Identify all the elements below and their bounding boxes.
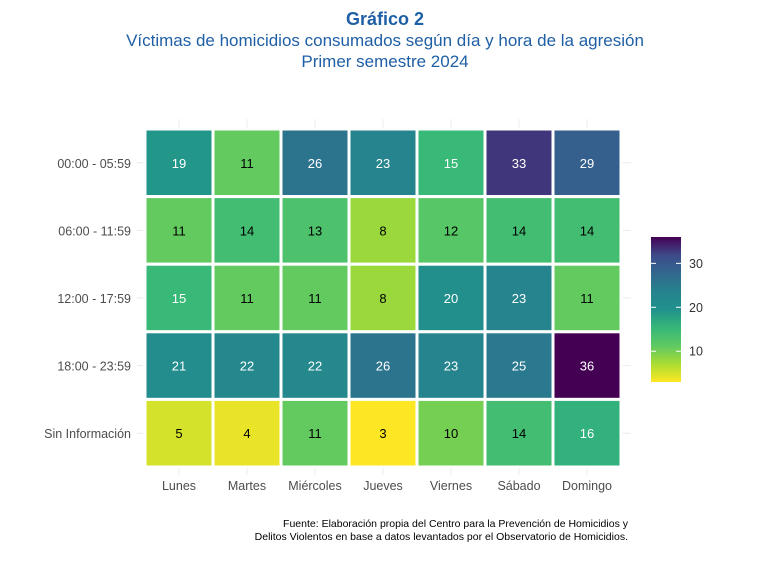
legend-colorbar: [651, 237, 681, 382]
x-tick-label: Domingo: [562, 479, 612, 493]
legend-tick-label: 20: [689, 301, 703, 315]
source-line-1: Fuente: Elaboración propia del Centro pa…: [283, 518, 628, 530]
chart-title: Gráfico 2: [345, 9, 425, 29]
source-note: Fuente: Elaboración propia del Centro pa…: [255, 518, 628, 544]
y-tick-label: 06:00 - 11:59: [58, 224, 131, 238]
heatmap-cell: [211, 195, 283, 266]
heatmap-cell: [551, 330, 623, 401]
cell-value-label: 26: [308, 156, 322, 171]
heatmap-cell: [415, 262, 487, 334]
x-tick-label: Martes: [228, 479, 266, 493]
chart-period: Primer semestre 2024: [301, 52, 469, 71]
cell-value-label: 10: [444, 426, 458, 441]
y-tick-label: 00:00 - 05:59: [57, 157, 131, 171]
cell-value-label: 16: [580, 426, 594, 441]
heatmap-cell: [551, 127, 623, 199]
heatmap-cell: [211, 262, 283, 334]
x-tick-label: Viernes: [430, 479, 472, 493]
cell-value-label: 8: [379, 291, 386, 306]
y-tick-label: 18:00 - 23:59: [57, 360, 131, 374]
heatmap-cell: [279, 330, 351, 401]
x-tick-label: Lunes: [162, 479, 196, 493]
heatmap-cell: [551, 397, 623, 469]
y-tick-label: Sin Información: [44, 427, 131, 441]
x-tick-label: Jueves: [363, 479, 403, 493]
cell-value-label: 11: [172, 223, 186, 238]
cell-value-label: 12: [444, 223, 458, 238]
heatmap-cell: [143, 262, 215, 334]
cell-value-label: 23: [512, 291, 526, 306]
cell-value-label: 11: [580, 291, 594, 306]
legend-tick-label: 30: [689, 257, 703, 271]
source-line-2: Delitos Violentos en base a datos levant…: [254, 531, 628, 543]
heatmap-cell: [551, 195, 623, 266]
cell-value-label: 19: [172, 156, 186, 171]
cell-value-label: 11: [240, 291, 254, 306]
cell-value-label: 14: [580, 223, 594, 238]
cell-value-label: 3: [379, 426, 386, 441]
cell-value-label: 15: [172, 291, 186, 306]
cell-value-label: 25: [512, 359, 526, 374]
heatmap-cell: [347, 330, 419, 401]
cell-value-label: 8: [379, 223, 386, 238]
cell-value-label: 14: [240, 223, 254, 238]
cell-value-label: 15: [444, 156, 458, 171]
cell-value-label: 20: [444, 291, 458, 306]
cell-value-label: 13: [308, 223, 322, 238]
cell-value-label: 21: [172, 359, 186, 374]
cell-value-label: 26: [376, 359, 390, 374]
cell-value-label: 36: [580, 359, 594, 374]
cell-value-label: 29: [580, 156, 594, 171]
cell-value-label: 5: [175, 426, 182, 441]
heatmap-cell: [143, 195, 215, 266]
heatmap-cell: [279, 127, 351, 199]
cell-value-label: 11: [308, 426, 322, 441]
chart-title-block: Gráfico 2 Víctimas de homicidios consuma…: [0, 8, 770, 72]
cell-value-label: 14: [512, 426, 526, 441]
cell-value-label: 23: [376, 156, 390, 171]
chart-subtitle: Víctimas de homicidios consumados según …: [126, 31, 644, 50]
cell-value-label: 23: [444, 359, 458, 374]
cell-value-label: 11: [308, 291, 322, 306]
cell-value-label: 22: [240, 359, 254, 374]
heatmap-cell: [551, 262, 623, 334]
y-tick-label: 12:00 - 17:59: [57, 292, 131, 306]
cell-value-label: 33: [512, 156, 526, 171]
legend-tick-label: 10: [689, 345, 703, 359]
x-tick-label: Sábado: [497, 479, 540, 493]
cell-value-label: 22: [308, 359, 322, 374]
heatmap-cell: [415, 397, 487, 469]
cell-value-label: 11: [240, 156, 254, 171]
cell-value-label: 14: [512, 223, 526, 238]
heatmap-cell: [347, 397, 419, 469]
heatmap-cell: [483, 397, 555, 469]
cell-value-label: 4: [243, 426, 250, 441]
x-tick-label: Miércoles: [288, 479, 342, 493]
